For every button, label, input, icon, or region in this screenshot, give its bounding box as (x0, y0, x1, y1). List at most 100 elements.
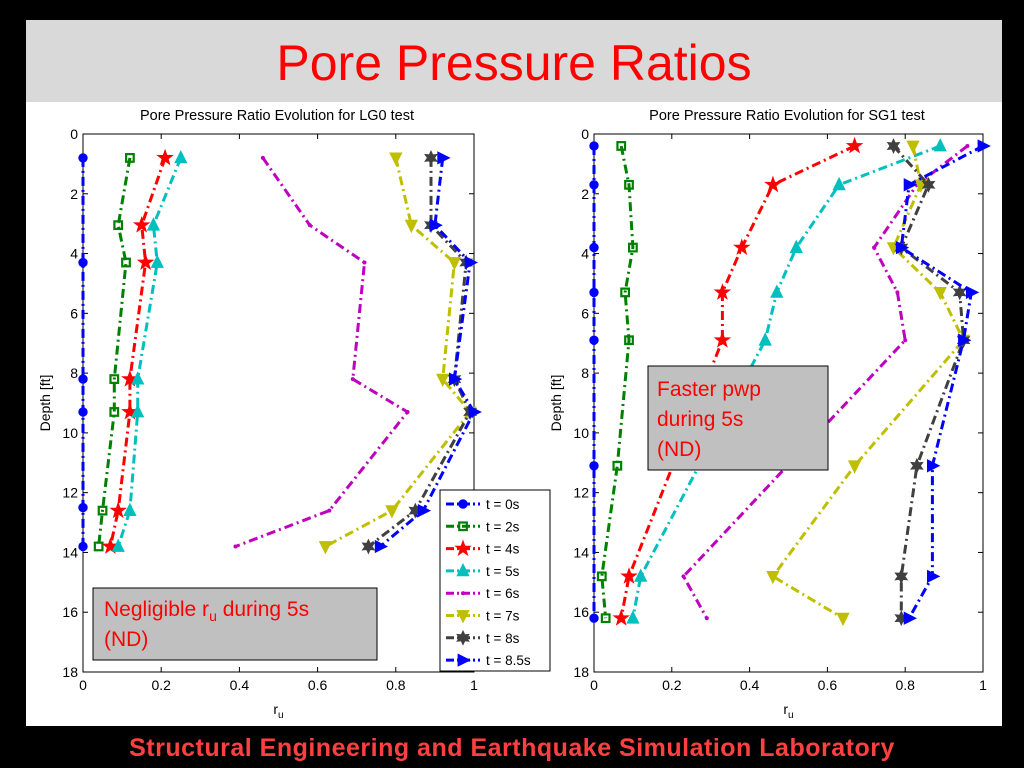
data-point (589, 287, 599, 298)
legend-marker (456, 563, 470, 577)
data-point (886, 138, 901, 154)
annotation-line2: (ND) (104, 628, 148, 651)
legend-marker (458, 521, 468, 532)
x-tick-label: 0.4 (230, 677, 250, 693)
series-t4s (101, 148, 174, 554)
series-t7s (318, 152, 477, 555)
data-point (468, 405, 482, 419)
data-point (589, 335, 599, 345)
data-point (131, 404, 145, 418)
data-point (933, 138, 947, 152)
data-point (327, 508, 332, 513)
data-point (437, 151, 451, 165)
legend-marker (458, 499, 468, 509)
legend-marker (457, 653, 471, 667)
data-point (624, 179, 634, 190)
data-point (78, 407, 88, 417)
series-t0s (589, 141, 599, 623)
annotation-text-part: Negligible r (104, 598, 209, 621)
series-t6s (233, 155, 410, 549)
data-point (681, 574, 686, 579)
data-point (97, 505, 108, 516)
y-axis-label: Depth [ft] (37, 375, 53, 432)
x-tick-label: 0.8 (386, 677, 406, 693)
data-point (93, 541, 104, 552)
data-point (131, 371, 145, 385)
annotation-sg1: Faster pwp during 5s (ND) (647, 365, 829, 471)
data-point (424, 149, 438, 166)
data-point (448, 372, 463, 386)
y-tick-label: 0 (581, 126, 589, 142)
data-point (596, 571, 607, 582)
data-point (927, 569, 941, 584)
data-point (361, 538, 376, 555)
data-point (847, 460, 862, 474)
data-point (620, 567, 638, 584)
data-point (921, 176, 936, 193)
y-tick-label: 4 (70, 246, 78, 262)
legend-label: t = 2s (486, 519, 520, 534)
data-point (125, 153, 135, 163)
data-point (713, 330, 732, 348)
data-point (770, 284, 784, 298)
annotation-line: Faster pwp (657, 378, 761, 401)
data-point (589, 141, 599, 151)
chart-title: Pore Pressure Ratio Evolution for SG1 te… (649, 108, 925, 124)
x-axis-label-subscript: u (788, 710, 794, 721)
data-point (624, 335, 634, 346)
series-t2s (596, 141, 638, 624)
x-axis-label-subscript: u (278, 710, 284, 721)
data-point (977, 139, 991, 153)
y-tick-label: 8 (581, 365, 589, 381)
x-axis-label: ru (273, 701, 283, 721)
data-point (385, 505, 399, 519)
y-tick-label: 2 (581, 186, 589, 202)
data-point (146, 217, 161, 231)
data-point (78, 541, 88, 552)
data-point (704, 616, 709, 621)
plot-frame (593, 133, 984, 673)
data-point (965, 285, 980, 300)
legend-entry: t = 0s (446, 497, 520, 512)
y-tick-label: 16 (62, 604, 78, 620)
data-point (895, 290, 900, 295)
plot-frame (82, 133, 475, 673)
legend-marker (461, 591, 465, 596)
x-tick-label: 0.2 (662, 677, 682, 693)
y-tick-label: 8 (70, 365, 78, 381)
y-tick-label: 2 (70, 186, 78, 202)
data-point (109, 374, 120, 384)
data-point (758, 332, 772, 346)
data-point (78, 257, 88, 268)
annotation-text: Negligible ru during 5s (104, 598, 309, 624)
y-tick-label: 18 (62, 664, 78, 680)
data-point (389, 152, 403, 166)
data-point (362, 260, 367, 265)
data-point (894, 568, 909, 585)
data-point (121, 257, 131, 268)
x-tick-label: 0.6 (308, 677, 328, 693)
data-point (612, 608, 630, 626)
data-point (136, 253, 155, 270)
series-t5s (111, 150, 188, 552)
data-point (845, 136, 864, 154)
series-line (234, 157, 410, 548)
x-tick-label: 0.8 (895, 677, 915, 693)
series-line (367, 157, 472, 548)
data-point (903, 611, 917, 625)
legend: t = 0s t = 2s t = 4s t = 5s t = 6s t = 7s t = … (439, 489, 551, 672)
data-point (318, 541, 333, 555)
data-point (903, 338, 908, 343)
data-point (909, 457, 924, 474)
chart-2: Pore Pressure Ratio Evolution for SG1 te… (548, 108, 991, 721)
y-tick-label: 14 (573, 544, 589, 560)
legend-entry: t = 8.5s (446, 653, 531, 668)
charts-svg: Pore Pressure Ratio Evolution for LG0 te… (37, 108, 991, 721)
title-band: Pore Pressure Ratios (26, 20, 1002, 102)
annotation-line: (ND) (657, 438, 701, 461)
annotation-line: during 5s (657, 408, 743, 431)
data-point (965, 143, 970, 148)
y-tick-label: 16 (573, 604, 589, 620)
series-t5s (626, 138, 947, 624)
